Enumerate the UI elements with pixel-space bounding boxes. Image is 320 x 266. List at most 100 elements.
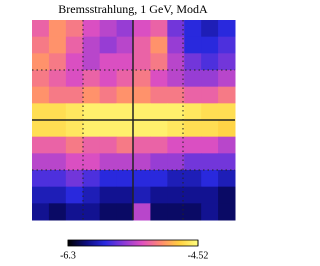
heatmap-cell (167, 53, 185, 71)
heatmap-cell (116, 120, 134, 138)
heatmap-cell (184, 36, 202, 54)
heatmap-cell (82, 136, 101, 154)
heatmap-cell (167, 170, 185, 188)
heatmap-cell (167, 20, 185, 38)
heatmap-cell (116, 20, 134, 38)
heatmap-cell (184, 120, 202, 138)
heatmap-cell (48, 53, 67, 71)
heatmap-cell (65, 120, 84, 138)
heatmap-cell (218, 203, 236, 221)
heatmap-cell (218, 120, 236, 138)
heatmap-cell (32, 170, 50, 188)
heatmap-cell (201, 153, 219, 171)
heatmap-cell (184, 70, 202, 88)
heatmap-cell (167, 153, 185, 171)
heatmap-cell (184, 203, 202, 221)
heatmap-cell (167, 70, 185, 88)
heatmap-cell (218, 36, 236, 54)
heatmap-cell (82, 53, 101, 71)
heatmap-cell (218, 86, 236, 104)
heatmap-cell (32, 53, 50, 71)
heatmap-cell (133, 36, 151, 54)
chart: Bremsstrahlung, 1 GeV, ModA -6.3 -4.52 (32, 2, 236, 261)
heatmap-cell (150, 170, 168, 188)
heatmap-cell (150, 36, 168, 54)
heatmap-cell (201, 70, 219, 88)
heatmap-cell (32, 203, 50, 221)
heatmap-cell (82, 203, 101, 221)
heatmap-cell (99, 20, 118, 38)
heatmap-cell (32, 153, 50, 171)
heatmap-cell (167, 36, 185, 54)
heatmap-cell (65, 103, 84, 121)
heatmap-cell (201, 86, 219, 104)
heatmap-cell (184, 186, 202, 204)
heatmap-cell (48, 86, 67, 104)
heatmap-cell (201, 186, 219, 204)
heatmap-cell (65, 153, 84, 171)
heatmap-cell (65, 36, 84, 54)
heatmap-cell (65, 86, 84, 104)
heatmap-cell (99, 36, 118, 54)
heatmap-cell (116, 170, 134, 188)
heatmap-cell (133, 103, 151, 121)
heatmap-cell (116, 103, 134, 121)
heatmap-cell (201, 203, 219, 221)
chart-title: Bremsstrahlung, 1 GeV, ModA (58, 2, 208, 16)
heatmap-cell (201, 136, 219, 154)
heatmap-cell (82, 20, 101, 38)
heatmap-cell (201, 53, 219, 71)
heatmap-cell (184, 86, 202, 104)
heatmap-cell (201, 120, 219, 138)
heatmap-cell (201, 36, 219, 54)
heatmap (32, 20, 236, 221)
heatmap-cell (133, 120, 151, 138)
heatmap-cell (167, 86, 185, 104)
heatmap-cell (99, 186, 118, 204)
heatmap-cell (99, 103, 118, 121)
heatmap-cell (48, 120, 67, 138)
heatmap-cell (82, 170, 101, 188)
heatmap-cell (116, 153, 134, 171)
heatmap-cell (116, 70, 134, 88)
heatmap-cell (150, 70, 168, 88)
heatmap-cell (116, 203, 134, 221)
heatmap-cell (150, 86, 168, 104)
heatmap-cell (65, 20, 84, 38)
heatmap-cell (32, 36, 50, 54)
heatmap-cell (82, 153, 101, 171)
heatmap-cell (150, 203, 168, 221)
heatmap-cell (184, 136, 202, 154)
heatmap-cell (32, 86, 50, 104)
heatmap-cell (167, 203, 185, 221)
colorbar-tick-label: -6.3 (60, 250, 76, 261)
heatmap-cell (150, 20, 168, 38)
heatmap-cell (218, 136, 236, 154)
heatmap-cell (133, 86, 151, 104)
heatmap-cell (133, 186, 151, 204)
heatmap-cell (65, 70, 84, 88)
heatmap-cell (82, 186, 101, 204)
heatmap-cell (99, 170, 118, 188)
heatmap-cell (133, 203, 151, 221)
heatmap-cell (82, 70, 101, 88)
heatmap-cell (32, 70, 50, 88)
heatmap-cell (32, 20, 50, 38)
heatmap-cell (48, 203, 67, 221)
heatmap-cell (167, 186, 185, 204)
heatmap-cell (133, 53, 151, 71)
heatmap-cell (201, 20, 219, 38)
colorbar (67, 239, 199, 247)
heatmap-cell (65, 53, 84, 71)
heatmap-cell (150, 120, 168, 138)
heatmap-cell (65, 203, 84, 221)
heatmap-cell (99, 86, 118, 104)
heatmap-cell (184, 20, 202, 38)
heatmap-cell (150, 136, 168, 154)
heatmap-cell (99, 53, 118, 71)
heatmap-cell (133, 70, 151, 88)
heatmap-cell (48, 170, 67, 188)
heatmap-cell (218, 53, 236, 71)
heatmap-cell (48, 153, 67, 171)
heatmap-cell (184, 103, 202, 121)
